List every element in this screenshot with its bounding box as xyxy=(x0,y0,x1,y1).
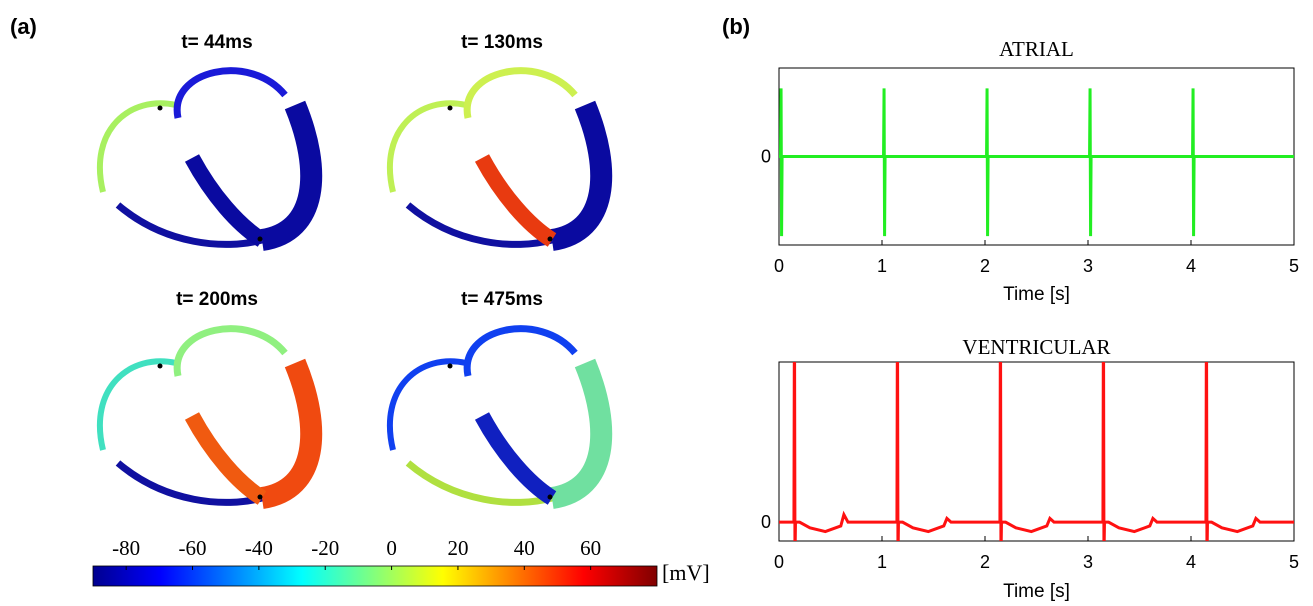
electrode xyxy=(157,363,163,369)
x-tick-label: 5 xyxy=(1289,552,1299,572)
heart-segment xyxy=(115,202,263,248)
x-tick-label: 5 xyxy=(1289,256,1299,276)
snapshot-title: t= 475ms xyxy=(461,289,543,310)
heart-segment xyxy=(259,358,323,509)
heart-segment xyxy=(474,154,557,247)
snapshot-title: t= 200ms xyxy=(176,289,258,310)
x-axis-label: Time [s] xyxy=(1003,284,1070,305)
heart-segment xyxy=(184,154,267,247)
heart-segment xyxy=(463,67,578,119)
colorbar-unit: [mV] xyxy=(662,560,710,585)
heart-segment xyxy=(386,358,467,451)
x-tick-label: 0 xyxy=(774,256,784,276)
electrode xyxy=(157,105,163,111)
snapshot-title: t= 130ms xyxy=(461,32,543,53)
heart-segment xyxy=(96,100,177,193)
heart-segment xyxy=(386,100,467,193)
y-tick-label: 0 xyxy=(761,147,771,167)
panel-label: (b) xyxy=(722,14,750,39)
heart xyxy=(386,67,613,251)
colorbar-tick-label: -40 xyxy=(245,536,273,560)
y-tick-label: 0 xyxy=(761,512,771,532)
electrode xyxy=(447,105,453,111)
line xyxy=(779,88,1294,237)
heart-segment xyxy=(463,325,578,377)
heart-segment xyxy=(474,412,557,505)
colorbar xyxy=(92,565,658,587)
electrode xyxy=(447,363,453,369)
heart-segment xyxy=(405,460,553,506)
chart-title: VENTRICULAR xyxy=(962,335,1110,359)
heart-snapshots xyxy=(96,67,613,509)
heart-segment xyxy=(173,67,288,119)
x-tick-label: 2 xyxy=(980,552,990,572)
heart-segment xyxy=(549,358,613,509)
colorbar-tick-label: 20 xyxy=(447,536,468,560)
x-tick-label: 3 xyxy=(1083,552,1093,572)
x-tick-label: 2 xyxy=(980,256,990,276)
heart-segment xyxy=(96,358,177,451)
x-axis-label: Time [s] xyxy=(1003,581,1070,602)
x-tick-label: 1 xyxy=(877,552,887,572)
plot-frame xyxy=(778,361,1295,542)
snapshot-title: t= 44ms xyxy=(181,32,252,53)
heart-segment xyxy=(549,100,613,251)
chart-title: ATRIAL xyxy=(999,37,1074,61)
heart xyxy=(96,325,323,509)
x-tick-label: 1 xyxy=(877,256,887,276)
heart xyxy=(386,325,613,509)
line xyxy=(779,362,1294,541)
x-tick-label: 4 xyxy=(1186,256,1196,276)
panel-label: (a) xyxy=(10,14,37,39)
electrode xyxy=(257,236,263,242)
colorbar-tick-label: -60 xyxy=(179,536,207,560)
electrode xyxy=(257,494,263,500)
heart-segment xyxy=(115,460,263,506)
heart-segment xyxy=(173,325,288,377)
heart xyxy=(96,67,323,251)
heart-segment xyxy=(184,412,267,505)
colorbar-tick-label: -20 xyxy=(311,536,339,560)
electrode xyxy=(547,494,553,500)
heart-segment xyxy=(259,100,323,251)
colorbar-tick-label: 0 xyxy=(386,536,397,560)
x-tick-label: 3 xyxy=(1083,256,1093,276)
x-tick-label: 0 xyxy=(774,552,784,572)
electrode xyxy=(547,236,553,242)
colorbar-tick-label: -80 xyxy=(112,536,140,560)
x-tick-label: 4 xyxy=(1186,552,1196,572)
colorbar-tick-label: 40 xyxy=(514,536,535,560)
heart-segment xyxy=(405,202,553,248)
colorbar-tick-label: 60 xyxy=(580,536,601,560)
